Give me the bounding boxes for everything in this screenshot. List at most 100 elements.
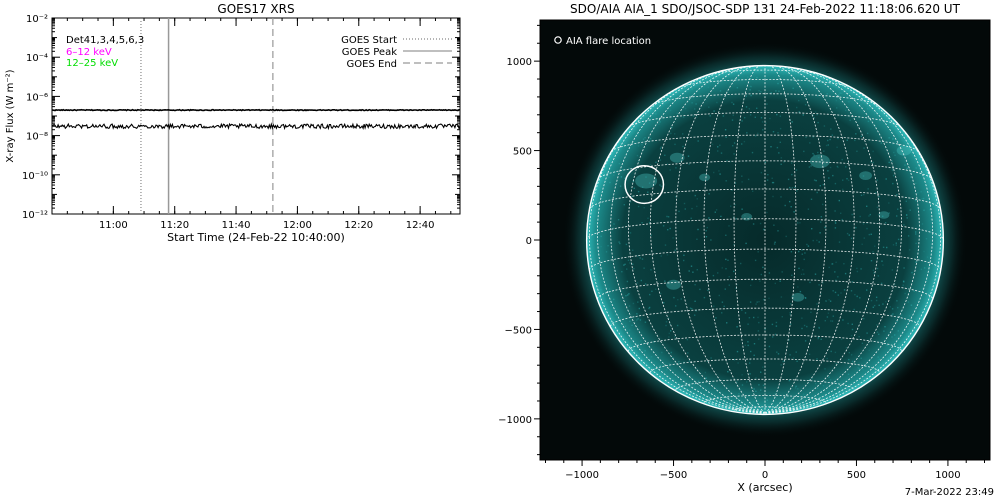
texture-speck (719, 90, 722, 92)
texture-speck (609, 301, 611, 303)
texture-speck (674, 336, 676, 338)
texture-speck (797, 221, 799, 224)
texture-speck (758, 384, 760, 386)
texture-speck (596, 224, 598, 226)
texture-speck (628, 167, 630, 170)
texture-speck (629, 232, 632, 234)
texture-speck (791, 187, 793, 189)
texture-speck (753, 316, 755, 319)
texture-speck (741, 120, 743, 122)
texture-speck (631, 195, 633, 197)
texture-speck (707, 86, 710, 88)
texture-speck (787, 178, 790, 181)
texture-speck (726, 159, 728, 162)
texture-speck (814, 273, 817, 275)
texture-speck (846, 232, 849, 235)
texture-speck (808, 166, 811, 168)
texture-speck (746, 132, 748, 134)
texture-speck (926, 256, 929, 258)
texture-speck (895, 242, 897, 244)
texture-speck (874, 125, 876, 127)
texture-speck (830, 320, 832, 322)
texture-speck (834, 182, 837, 185)
texture-speck (754, 135, 757, 137)
texture-speck (853, 308, 855, 311)
texture-speck (613, 223, 615, 225)
texture-speck (837, 137, 839, 140)
texture-speck (829, 138, 831, 141)
texture-speck (806, 325, 808, 328)
texture-speck (892, 182, 894, 185)
texture-speck (667, 229, 669, 231)
texture-speck (618, 241, 620, 243)
texture-speck (683, 202, 686, 205)
texture-speck (820, 221, 822, 223)
texture-speck (893, 283, 896, 286)
texture-speck (810, 198, 813, 200)
texture-speck (749, 114, 752, 116)
texture-speck (892, 137, 894, 140)
texture-speck (725, 234, 727, 236)
texture-speck (637, 190, 640, 193)
texture-speck (826, 316, 829, 318)
texture-speck (666, 163, 669, 165)
y-tick-label: 10⁻¹⁰ (22, 171, 48, 182)
texture-speck (772, 195, 774, 198)
x-tick-label: −1000 (565, 470, 599, 481)
texture-speck (876, 206, 879, 208)
texture-speck (777, 353, 780, 355)
texture-speck (648, 221, 651, 224)
texture-speck (664, 154, 666, 156)
texture-speck (932, 187, 934, 189)
texture-speck (608, 176, 610, 178)
texture-speck (835, 99, 838, 102)
texture-speck (915, 261, 917, 263)
texture-speck (608, 317, 611, 319)
texture-speck (745, 95, 747, 97)
texture-speck (644, 321, 647, 323)
grid-line (733, 65, 766, 414)
grid-line (764, 65, 827, 414)
texture-speck (798, 267, 800, 270)
texture-speck (766, 103, 768, 105)
texture-speck (770, 146, 772, 148)
texture-speck (832, 315, 834, 317)
texture-speck (826, 357, 828, 360)
texture-speck (803, 324, 806, 327)
texture-speck (732, 114, 734, 116)
grid-line (764, 65, 855, 414)
grid-line (597, 160, 933, 181)
texture-speck (736, 283, 738, 286)
texture-speck (793, 112, 795, 114)
texture-speck (774, 333, 777, 336)
texture-speck (699, 288, 701, 291)
texture-speck (782, 360, 784, 363)
texture-speck (872, 251, 874, 253)
texture-speck (599, 276, 601, 278)
texture-speck (592, 203, 594, 205)
texture-speck (733, 358, 735, 361)
texture-speck (614, 314, 617, 316)
texture-speck (752, 223, 755, 225)
texture-speck (835, 279, 837, 281)
texture-speck (777, 82, 779, 85)
texture-speck (660, 372, 662, 375)
texture-speck (767, 174, 769, 176)
texture-speck (906, 333, 908, 335)
texture-speck (626, 268, 628, 270)
texture-speck (640, 340, 642, 342)
bright-region (669, 152, 685, 163)
grid-line (733, 406, 797, 411)
texture-speck (655, 113, 657, 115)
bright-region (878, 211, 890, 219)
texture-speck (782, 73, 784, 76)
grid-line (589, 188, 941, 210)
texture-speck (923, 267, 926, 269)
texture-speck (850, 237, 853, 240)
texture-speck (662, 225, 665, 227)
texture-speck (728, 225, 730, 227)
texture-speck (868, 215, 870, 217)
texture-speck (744, 312, 747, 314)
texture-speck (772, 336, 774, 338)
texture-speck (892, 138, 894, 140)
